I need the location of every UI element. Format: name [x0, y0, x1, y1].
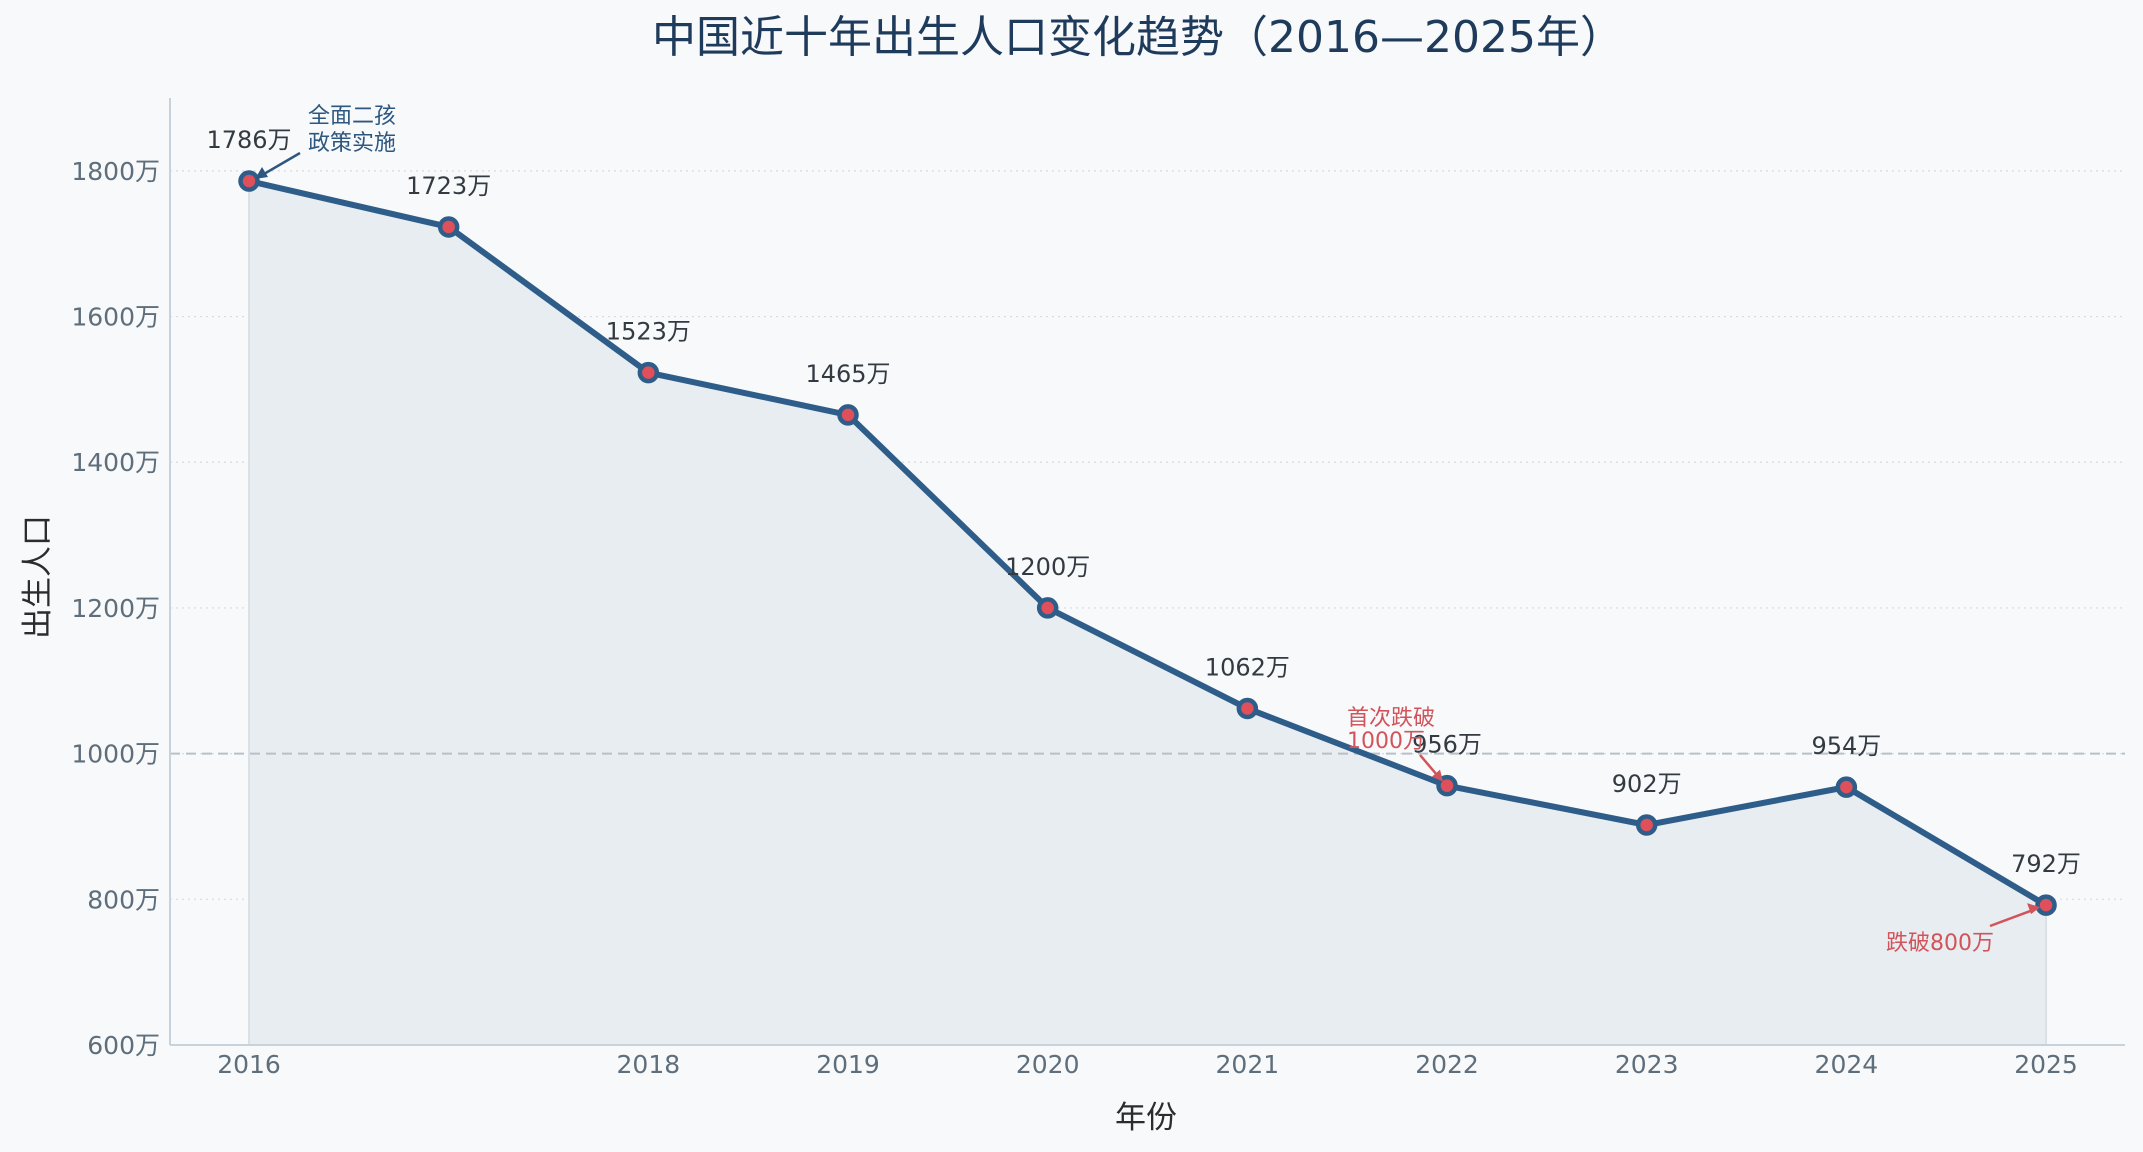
y-tick-label: 1800万: [71, 157, 160, 186]
data-point: [238, 170, 260, 192]
area-fill: [249, 181, 2047, 1045]
data-label: 1523万: [606, 318, 691, 346]
x-tick-label: 2018: [617, 1050, 681, 1079]
data-label: 1200万: [1005, 553, 1090, 581]
series-line: [246, 178, 2050, 909]
y-tick-label: 1000万: [71, 740, 160, 769]
annotation-text: 跌破800万: [1886, 931, 1994, 956]
data-point: [1635, 814, 1658, 836]
x-tick-label: 2021: [1216, 1050, 1280, 1079]
annotation-arrowhead: [1432, 769, 1444, 782]
x-tick-label: 2024: [1815, 1050, 1879, 1079]
y-tick-label: 600万: [87, 1031, 160, 1060]
y-tick-label: 1200万: [71, 594, 160, 623]
data-point: [1835, 776, 1858, 798]
data-label: 1062万: [1205, 653, 1290, 681]
x-tick-label: 2023: [1615, 1050, 1679, 1079]
data-point: [437, 216, 460, 238]
data-point: [1236, 697, 1259, 720]
data-point: [837, 404, 859, 426]
y-tick-label: 1400万: [71, 448, 160, 477]
annotation-arrowhead: [255, 167, 268, 180]
data-label: 956万: [1412, 731, 1482, 759]
annotation-text: 首次跌破: [1347, 706, 1435, 731]
annotation-text: 1000万: [1347, 729, 1425, 754]
data-label: 1786万: [206, 126, 291, 154]
x-tick-label: 2022: [1415, 1050, 1479, 1079]
data-label: 954万: [1811, 732, 1881, 760]
data-point: [1036, 597, 1059, 619]
data-label: 1723万: [406, 172, 491, 200]
annotation-arrowhead: [2027, 903, 2041, 915]
data-point: [2035, 894, 2057, 916]
annotation-text: 全面二孩: [308, 104, 396, 129]
annotation-text: 政策实施: [308, 131, 396, 156]
y-tick-label: 1600万: [71, 303, 160, 332]
x-tick-label: 2025: [2014, 1050, 2078, 1079]
x-axis-title: 年份: [1115, 1100, 1177, 1136]
y-tick-label: 800万: [87, 885, 160, 914]
x-tick-label: 2016: [217, 1050, 281, 1079]
chart-title: 中国近十年出生人口变化趋势（2016—2025年）: [652, 12, 1624, 63]
plot-area: 600万 800万 1000万 1200万 1400万 1600万 1800万 2016 201…: [71, 98, 2125, 1079]
data-point: [637, 361, 660, 384]
data-label: 792万: [2011, 850, 2081, 878]
x-tick-label: 2019: [816, 1050, 880, 1079]
y-axis-title: 出生人口: [20, 515, 56, 639]
x-tick-label: 2020: [1016, 1050, 1080, 1079]
data-label: 902万: [1612, 770, 1682, 798]
data-label: 1465万: [805, 360, 890, 388]
